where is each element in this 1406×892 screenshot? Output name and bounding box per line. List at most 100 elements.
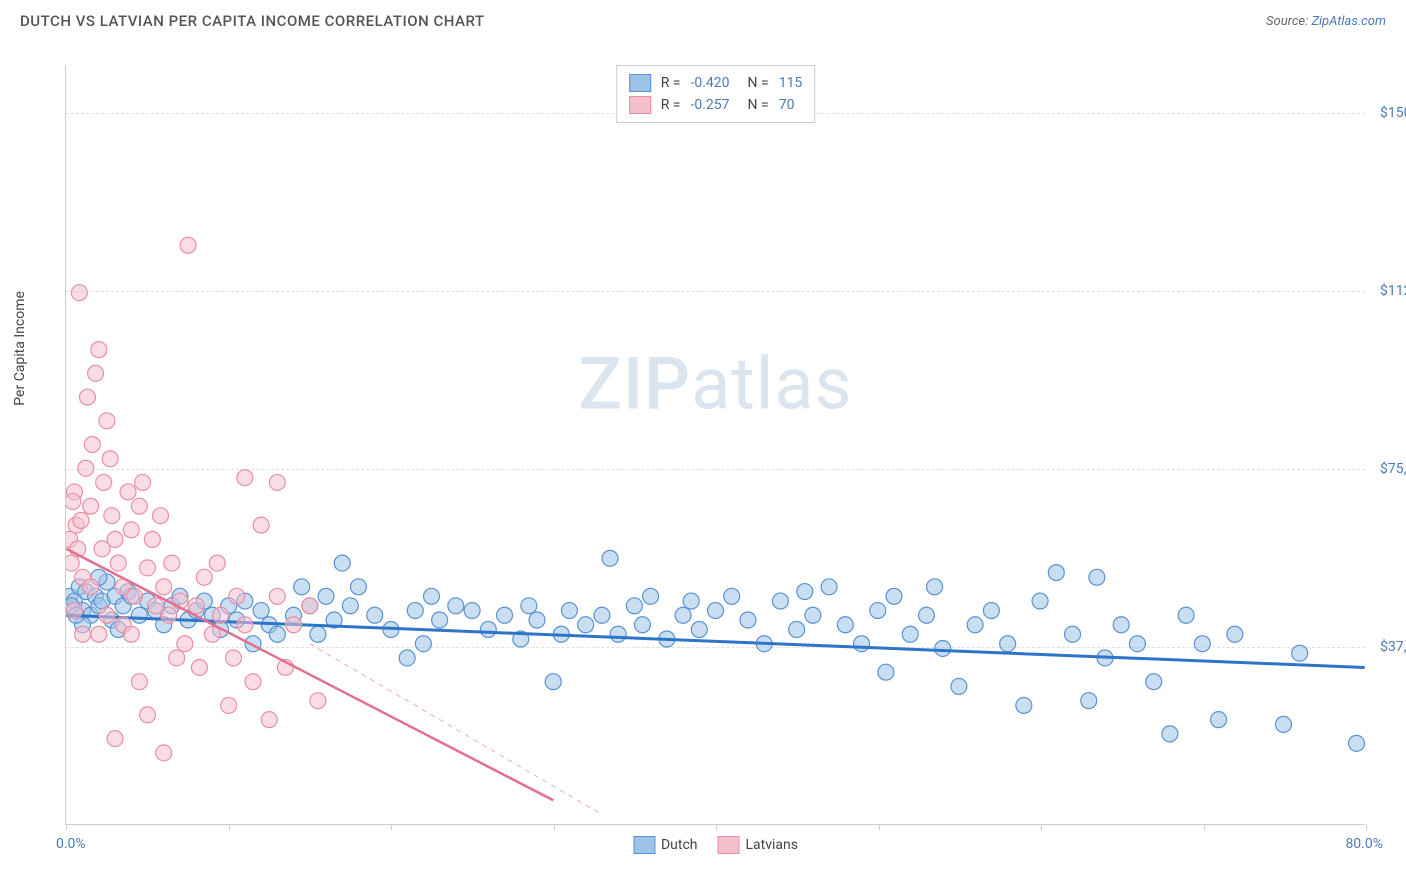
data-point <box>521 598 537 614</box>
data-point <box>144 531 160 547</box>
data-point <box>561 603 577 619</box>
data-point <box>634 617 650 633</box>
data-point <box>854 636 870 652</box>
data-point <box>79 389 95 405</box>
data-point <box>269 588 285 604</box>
plot-area: ZIPatlas R = -0.420 N = 115 R = -0.257 N… <box>65 65 1365 825</box>
data-point <box>164 555 180 571</box>
data-point <box>83 579 99 595</box>
data-point <box>110 555 126 571</box>
data-point <box>88 365 104 381</box>
series-legend: Dutch Latvians <box>633 836 798 854</box>
x-tick <box>1041 824 1042 830</box>
source-link[interactable]: ZipAtlas.com <box>1311 14 1386 29</box>
data-point <box>610 626 626 642</box>
data-point <box>1032 593 1048 609</box>
legend-swatch-latvians <box>629 96 651 114</box>
data-point <box>545 674 561 690</box>
data-point <box>204 626 220 642</box>
data-point <box>107 731 123 747</box>
data-point <box>286 617 302 633</box>
data-point <box>131 674 147 690</box>
data-point <box>675 607 691 623</box>
data-point <box>1276 716 1292 732</box>
data-point <box>1113 617 1129 633</box>
data-point <box>399 650 415 666</box>
data-point <box>626 598 642 614</box>
data-point <box>107 531 123 547</box>
data-point <box>424 588 440 604</box>
data-point <box>310 693 326 709</box>
data-point <box>310 626 326 642</box>
legend-row-latvians: R = -0.257 N = 70 <box>629 94 803 116</box>
data-point <box>237 470 253 486</box>
data-point <box>740 612 756 628</box>
data-point <box>180 237 196 253</box>
data-point <box>253 517 269 533</box>
data-point <box>918 607 934 623</box>
data-point <box>169 650 185 666</box>
data-point <box>1048 565 1064 581</box>
data-point <box>161 607 177 623</box>
data-point <box>643 588 659 604</box>
data-point <box>78 460 94 476</box>
x-tick <box>716 824 717 830</box>
data-point <box>156 579 172 595</box>
data-point <box>967 617 983 633</box>
data-point <box>594 607 610 623</box>
data-point <box>302 598 318 614</box>
data-point <box>1162 726 1178 742</box>
data-point <box>140 707 156 723</box>
legend-swatch-icon <box>633 836 655 854</box>
data-point <box>156 745 172 761</box>
data-point <box>1000 636 1016 652</box>
data-point <box>708 603 724 619</box>
data-point <box>1065 626 1081 642</box>
legend-item-latvians: Latvians <box>718 836 799 854</box>
data-point <box>935 640 951 656</box>
data-point <box>229 588 245 604</box>
data-point <box>245 674 261 690</box>
data-point <box>221 697 237 713</box>
data-point <box>805 607 821 623</box>
data-point <box>480 622 496 638</box>
data-point <box>75 626 91 642</box>
legend-swatch-dutch <box>629 74 651 92</box>
data-point <box>191 659 207 675</box>
data-point <box>99 607 115 623</box>
data-point <box>1146 674 1162 690</box>
data-point <box>261 712 277 728</box>
data-point <box>1081 693 1097 709</box>
data-point <box>350 579 366 595</box>
data-point <box>927 579 943 595</box>
y-tick-label: $150,000 <box>1370 105 1406 121</box>
data-point <box>177 636 193 652</box>
data-point <box>983 603 999 619</box>
data-point <box>602 550 618 566</box>
data-point <box>1016 697 1032 713</box>
data-point <box>342 598 358 614</box>
data-point <box>1227 626 1243 642</box>
data-point <box>66 555 79 571</box>
data-point <box>104 508 120 524</box>
data-point <box>237 617 253 633</box>
data-point <box>269 626 285 642</box>
data-point <box>96 474 112 490</box>
data-point <box>724 588 740 604</box>
data-point <box>269 474 285 490</box>
data-point <box>878 664 894 680</box>
data-point <box>83 498 99 514</box>
data-point <box>464 603 480 619</box>
data-point <box>837 617 853 633</box>
source-attribution: Source: ZipAtlas.com <box>1266 14 1386 29</box>
data-point <box>1349 735 1365 751</box>
scatter-plot-svg <box>66 65 1365 824</box>
legend-item-dutch: Dutch <box>633 836 698 854</box>
data-point <box>497 607 513 623</box>
data-point <box>1292 645 1308 661</box>
data-point <box>578 617 594 633</box>
x-tick <box>554 824 555 830</box>
data-point <box>529 612 545 628</box>
data-point <box>102 451 118 467</box>
data-point <box>71 285 87 301</box>
